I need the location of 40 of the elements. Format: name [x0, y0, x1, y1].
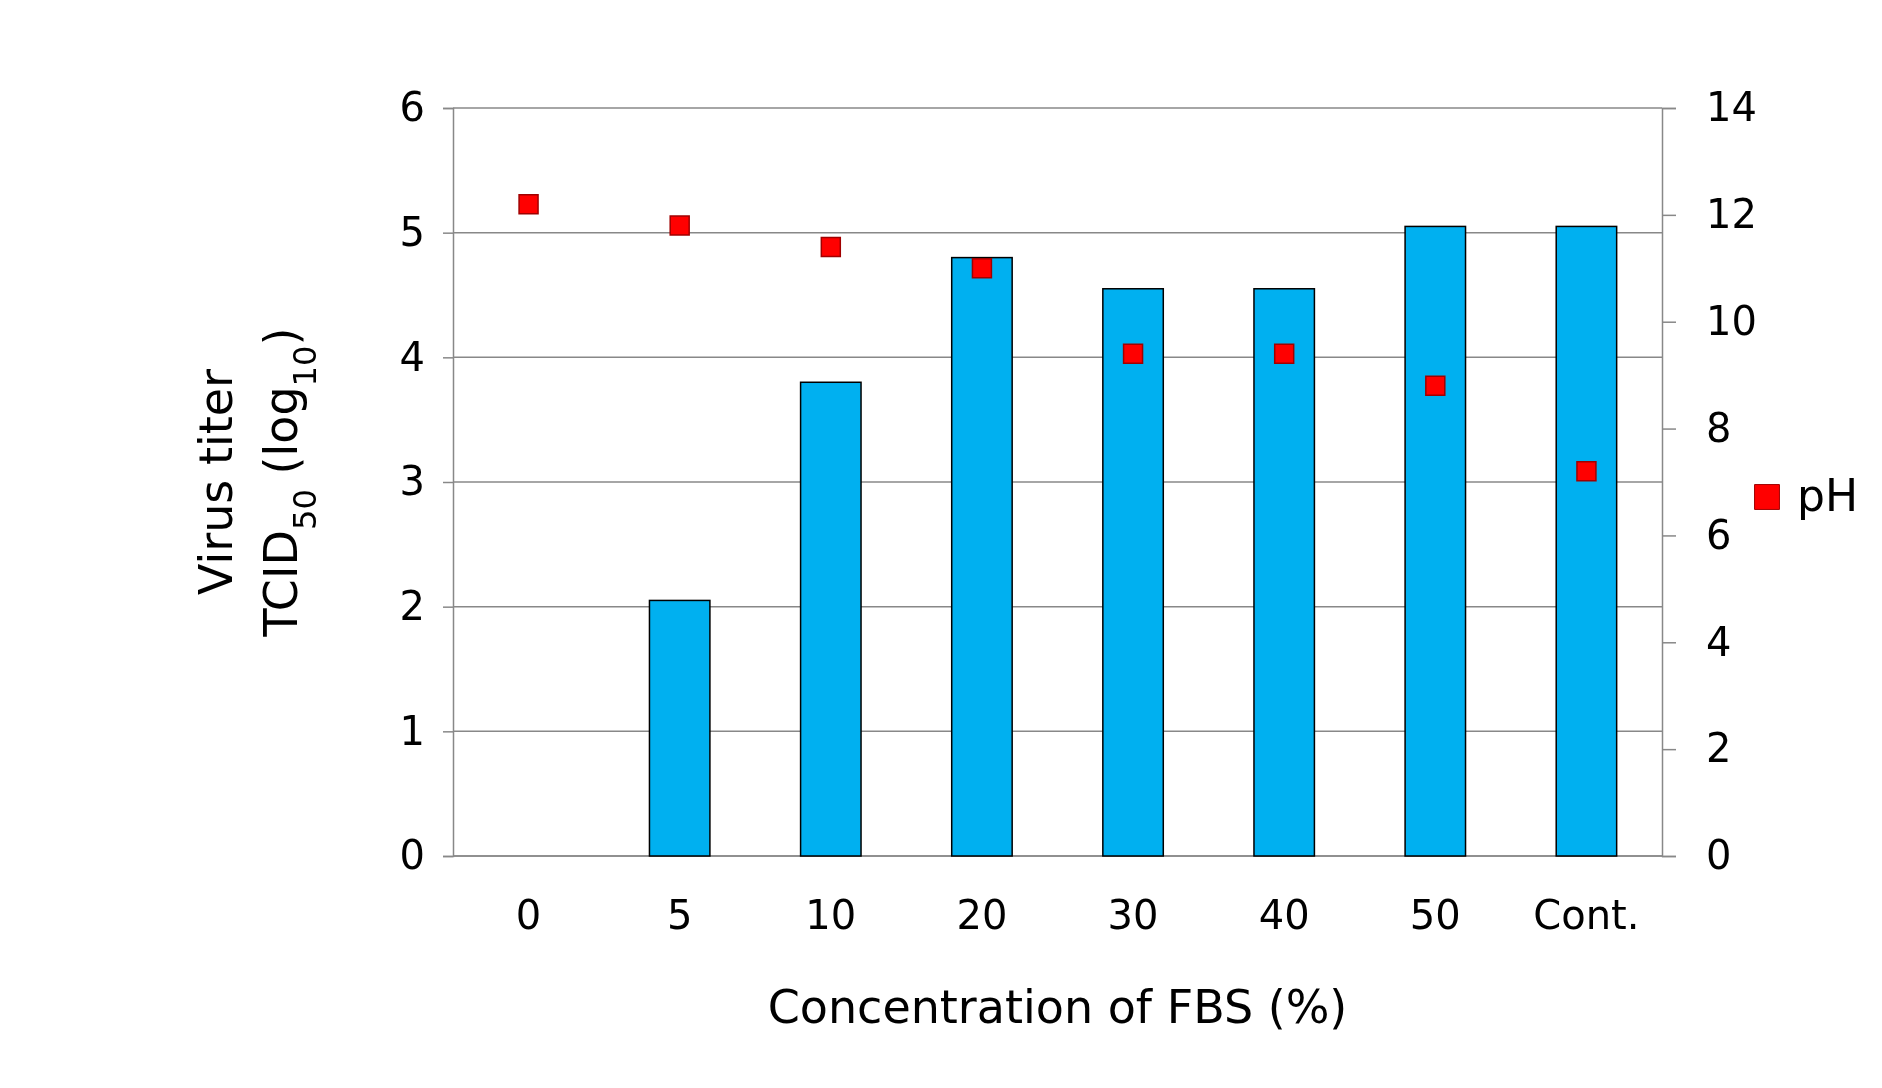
y-tick-label: 5	[399, 208, 425, 255]
point	[518, 193, 539, 215]
x-tick-label: 30	[1107, 892, 1159, 938]
y2-tick-label: 2	[1706, 725, 1732, 772]
x-tick-label: 0	[515, 892, 542, 938]
point	[971, 258, 993, 279]
y2-tick-label: 8	[1706, 404, 1732, 451]
x-tick-label: 5	[666, 892, 693, 938]
y-tick-label: 2	[399, 582, 425, 629]
y2-tick-label: 14	[1706, 84, 1757, 131]
y2-tick-label: 12	[1706, 191, 1757, 238]
y2-tick-label: 0	[1706, 832, 1732, 879]
x-tick-label: 20	[956, 892, 1008, 938]
bar	[950, 256, 1013, 857]
point	[1273, 343, 1295, 365]
y2-tick-label: 6	[1706, 511, 1732, 558]
x-tick-label: Cont.	[1533, 892, 1640, 938]
legend-label: pH	[1797, 470, 1859, 521]
y-tick-label: 6	[399, 84, 425, 131]
bar	[1404, 225, 1467, 857]
y-tick-label: 3	[399, 458, 425, 505]
bar	[1555, 225, 1618, 857]
bar	[799, 381, 862, 857]
bar	[648, 599, 711, 857]
y-tick-label: 0	[399, 832, 425, 879]
point	[669, 215, 690, 236]
point	[820, 236, 842, 258]
y2-tick-label: 10	[1706, 298, 1757, 345]
y2-tick-label: 4	[1706, 618, 1732, 665]
x-tick-label: 10	[805, 892, 857, 938]
x-axis-title: Concentration of FBS (%)	[767, 980, 1348, 1034]
bar	[1253, 288, 1316, 857]
point	[1122, 343, 1144, 365]
x-tick-label: 40	[1258, 892, 1310, 938]
y-tick-label: 4	[399, 333, 425, 380]
bar	[1102, 288, 1165, 857]
y-tick-label: 1	[399, 707, 425, 754]
x-tick-label: 50	[1409, 892, 1461, 938]
point	[1576, 461, 1597, 482]
point	[1425, 375, 1446, 397]
